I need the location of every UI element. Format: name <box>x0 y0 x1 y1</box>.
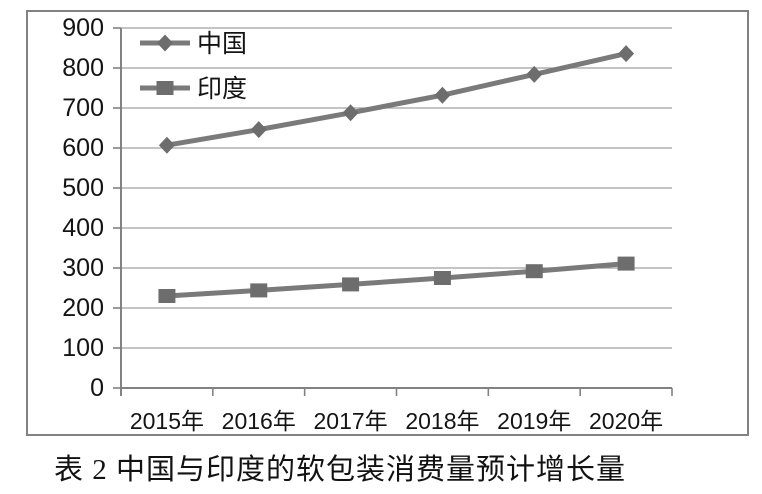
y-axis-label: 900 <box>62 14 104 42</box>
series-marker <box>250 121 267 139</box>
x-axis-label: 2018年 <box>405 408 479 434</box>
series-marker <box>250 283 268 298</box>
y-axis-label: 100 <box>62 334 104 362</box>
series-marker <box>342 104 359 122</box>
legend-diamond-icon <box>157 34 173 52</box>
series-marker <box>434 86 451 104</box>
y-axis-label: 0 <box>90 374 104 402</box>
x-axis-label: 2020年 <box>589 408 663 434</box>
chart-frame <box>26 10 749 436</box>
series-marker <box>433 271 451 285</box>
y-axis-label: 500 <box>62 174 104 202</box>
series-marker <box>618 45 635 63</box>
y-axis-label: 400 <box>62 214 104 242</box>
y-axis-label: 800 <box>62 54 104 82</box>
y-axis-label: 600 <box>62 134 104 162</box>
series-marker <box>158 289 176 303</box>
series-line <box>164 261 629 299</box>
y-axis-label: 300 <box>62 254 104 282</box>
x-axis-label: 2015年 <box>130 408 204 434</box>
series-marker <box>158 136 175 154</box>
legend-label: 中国 <box>197 30 247 58</box>
series-line <box>164 51 629 148</box>
chart-caption: 表 2 中国与印度的软包装消费量预计增长量 <box>54 454 627 486</box>
y-axis-label: 200 <box>62 294 104 322</box>
legend-label: 印度 <box>197 75 247 103</box>
series-marker <box>617 256 635 271</box>
x-axis-label: 2016年 <box>222 408 296 434</box>
x-axis-label: 2019年 <box>497 408 571 434</box>
series-marker <box>526 65 543 83</box>
series-marker <box>525 264 543 279</box>
series-marker <box>342 277 360 292</box>
legend-square-icon <box>156 81 174 95</box>
y-axis-label: 700 <box>62 94 104 122</box>
x-axis-label: 2017年 <box>313 408 387 434</box>
